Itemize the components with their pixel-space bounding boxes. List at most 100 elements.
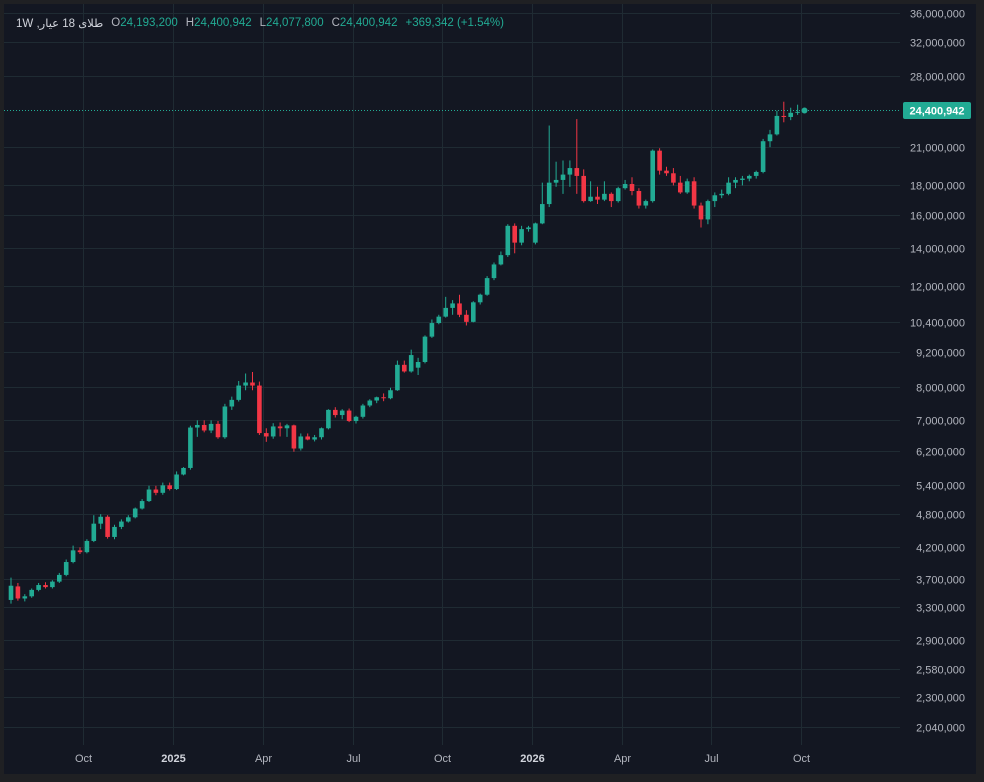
candle-up[interactable] [740,175,745,186]
candle-up[interactable] [326,409,331,430]
candle-body[interactable] [395,364,400,391]
candle-body[interactable] [788,112,793,117]
candle-body[interactable] [270,426,276,437]
candle-up[interactable] [112,524,117,540]
candle-body[interactable] [650,150,655,202]
candle-body[interactable] [291,425,297,449]
candle-up[interactable] [753,170,759,179]
candle-down[interactable] [305,433,310,441]
candle-body[interactable] [195,424,200,428]
candle-body[interactable] [422,336,428,362]
candle-up[interactable] [484,276,490,296]
candle-body[interactable] [774,115,780,135]
candle-body[interactable] [57,574,62,582]
candle-up[interactable] [222,403,228,439]
candle-down[interactable] [781,101,787,123]
candle-up[interactable] [546,125,552,208]
candle-body[interactable] [464,314,469,322]
candle-up[interactable] [615,186,621,203]
candle-body[interactable] [567,168,573,175]
candle-body[interactable] [450,303,455,308]
candle-body[interactable] [264,433,269,437]
candle-up[interactable] [747,174,752,182]
candle-body[interactable] [63,562,69,575]
candle-down[interactable] [153,485,159,496]
candle-body[interactable] [733,179,738,183]
candle-body[interactable] [581,175,586,202]
candle-body[interactable] [8,585,14,600]
candle-body[interactable] [546,182,552,205]
candle-up[interactable] [767,129,773,148]
candle-up[interactable] [98,514,103,530]
candle-up[interactable] [471,301,476,323]
candle-up[interactable] [126,515,131,523]
candle-up[interactable] [505,224,511,257]
candle-up[interactable] [91,515,97,543]
candle-body[interactable] [381,397,386,399]
candle-up[interactable] [132,507,138,519]
candle-up[interactable] [139,499,145,510]
candle-body[interactable] [477,294,483,303]
candle-up[interactable] [360,403,366,419]
candle-body[interactable] [795,111,800,113]
candle-up[interactable] [719,189,724,199]
candle-body[interactable] [684,181,690,193]
candle-body[interactable] [484,278,490,295]
candle-body[interactable] [160,485,166,493]
candle-body[interactable] [312,437,317,440]
candle-body[interactable] [408,355,414,372]
candle-up[interactable] [84,539,90,554]
candle-body[interactable] [615,188,621,202]
candle-body[interactable] [374,397,379,401]
candle-body[interactable] [636,190,642,206]
candle-body[interactable] [139,501,145,509]
candle-body[interactable] [505,225,511,256]
candle-body[interactable] [326,409,331,429]
candle-body[interactable] [726,182,731,194]
candle-up[interactable] [298,433,304,451]
candle-up[interactable] [270,423,276,439]
candle-up[interactable] [712,192,718,208]
candle-body[interactable] [753,171,759,176]
candle-body[interactable] [346,410,352,422]
candle-up[interactable] [760,138,766,174]
candle-up[interactable] [450,300,455,315]
candle-body[interactable] [519,229,524,243]
candle-up[interactable] [408,349,414,373]
candle-body[interactable] [70,550,76,563]
candle-body[interactable] [719,193,724,196]
candle-up[interactable] [388,387,393,400]
axis-layer[interactable]: 36,000,000 32,000,000 28,000,000 21,000,000… [4,9,971,766]
candle-body[interactable] [429,323,435,337]
candle-body[interactable] [712,195,718,202]
candle-down[interactable] [43,582,48,589]
candle-down[interactable] [402,360,407,373]
candle-layer[interactable] [8,101,807,604]
candle-up[interactable] [8,577,14,604]
candle-up[interactable] [567,160,573,187]
candle-body[interactable] [257,385,262,434]
candle-down[interactable] [77,547,83,554]
candle-up[interactable] [643,199,649,209]
candle-body[interactable] [250,382,255,386]
candle-down[interactable] [581,169,586,203]
candle-body[interactable] [119,521,124,527]
candle-up[interactable] [36,582,41,592]
candle-body[interactable] [360,405,366,417]
candle-up[interactable] [181,467,186,476]
candle-body[interactable] [691,181,697,206]
last-price-tag[interactable] [903,102,971,119]
candle-up[interactable] [443,296,448,318]
candle-down[interactable] [512,223,517,254]
candle-up[interactable] [229,396,235,410]
candle-down[interactable] [346,408,352,423]
candle-body[interactable] [174,474,179,490]
candle-down[interactable] [167,482,172,491]
candle-body[interactable] [678,182,683,193]
candle-up[interactable] [533,222,538,245]
candle-down[interactable] [678,175,683,194]
candle-body[interactable] [298,436,304,449]
candle-up[interactable] [560,160,566,194]
candle-body[interactable] [443,307,448,317]
candle-up[interactable] [795,104,800,115]
